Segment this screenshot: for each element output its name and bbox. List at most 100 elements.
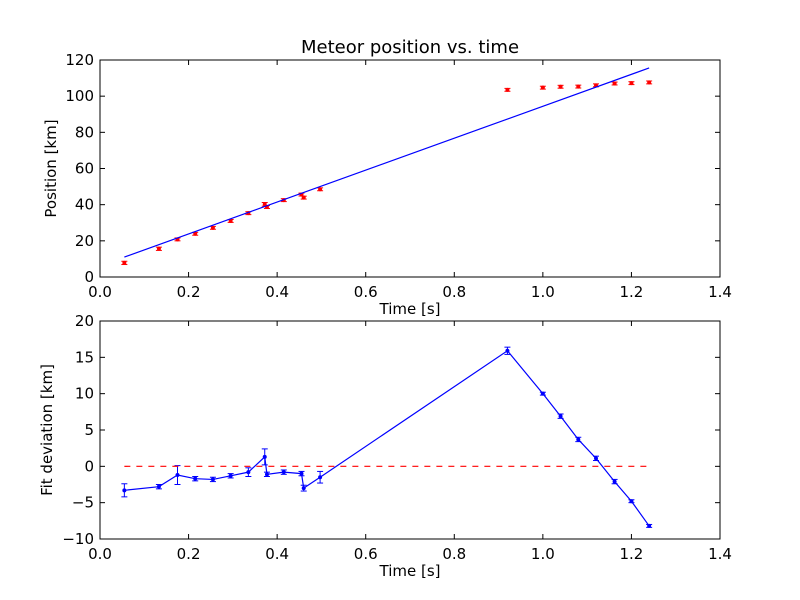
data-marker (228, 473, 233, 478)
y-tick-label: 100 (65, 87, 94, 105)
deviation-data-point (192, 476, 199, 482)
position-data-point (575, 84, 582, 89)
x-tick-label: 0.6 (354, 283, 378, 301)
data-marker (647, 523, 652, 528)
position-data-point (539, 85, 546, 90)
data-marker (612, 479, 617, 484)
x-tick-label: 0.4 (265, 283, 289, 301)
data-marker (629, 81, 634, 86)
deviation-data-point (557, 413, 564, 419)
position-data-point (300, 195, 307, 200)
y-tick-label: 20 (75, 232, 94, 250)
data-marker (246, 470, 251, 475)
x-tick-label: 0.2 (177, 545, 201, 563)
deviation-data-point (575, 436, 582, 443)
x-tick-label: 0.8 (442, 545, 466, 563)
y-tick-label: 0 (84, 268, 94, 286)
deviation-data-point (209, 476, 216, 483)
deviation-data-point (628, 499, 635, 504)
deviation-data-point (280, 469, 287, 475)
y-tick-label: 10 (75, 385, 94, 403)
deviation-data-point (539, 391, 546, 396)
data-marker (122, 488, 127, 493)
y-tick-label: −5 (72, 494, 94, 512)
position-x-axis-label: Time [s] (379, 300, 441, 318)
data-marker (156, 246, 161, 251)
y-tick-label: 5 (84, 421, 94, 439)
position-data-point (646, 80, 653, 85)
position-data-point (628, 81, 635, 86)
data-marker (540, 85, 545, 90)
deviation-data-point (593, 455, 599, 462)
data-marker (540, 391, 545, 396)
position-series-line (124, 67, 650, 258)
position-x-ticks: 0.0 0.2 0.4 0.6 0.8 1.0 1.2 1.4 (88, 60, 732, 301)
data-marker (262, 454, 267, 459)
y-tick-label: 40 (75, 196, 94, 214)
deviation-data-point (300, 484, 307, 492)
x-tick-label: 1.2 (619, 283, 643, 301)
data-marker (156, 484, 161, 489)
data-marker (576, 84, 581, 89)
data-marker (264, 472, 269, 477)
position-y-axis-label: Position [km] (42, 119, 60, 217)
data-marker (193, 476, 198, 481)
position-data-point (557, 84, 564, 89)
y-tick-label: 120 (65, 51, 94, 69)
x-tick-label: 0.6 (354, 545, 378, 563)
data-marker (318, 475, 323, 480)
deviation-plot-area (121, 346, 653, 528)
data-marker (576, 437, 581, 442)
data-marker (505, 348, 510, 353)
deviation-data-point (227, 473, 234, 479)
deviation-data-point (174, 465, 181, 485)
position-chart: Meteor position vs. time 0.0 0.2 0.4 0.6 0.8… (42, 37, 732, 318)
x-tick-label: 0.0 (88, 283, 112, 301)
x-tick-label: 0.4 (265, 545, 289, 563)
x-tick-label: 1.2 (619, 545, 643, 563)
deviation-data-point (504, 346, 511, 355)
y-tick-label: 80 (75, 123, 94, 141)
deviation-data-point (245, 467, 252, 478)
x-tick-label: 1.0 (531, 283, 555, 301)
x-tick-label: 1.0 (531, 545, 555, 563)
data-marker (210, 225, 215, 230)
position-data-point (155, 246, 162, 251)
data-marker (558, 84, 563, 89)
deviation-data-point (263, 471, 270, 478)
deviation-y-axis-label: Fit deviation [km] (38, 364, 56, 496)
data-marker (505, 87, 510, 92)
data-marker (301, 486, 306, 491)
deviation-chart: 0.0 0.2 0.4 0.6 0.8 1.0 1.2 1.4 −10 −5 0 5 10 15 20 T… (38, 312, 732, 580)
data-marker (175, 473, 180, 478)
x-tick-label: 1.4 (708, 545, 732, 563)
data-marker (647, 80, 652, 85)
y-tick-label: 0 (84, 457, 94, 475)
position-y-ticks: 0 20 40 60 80 100 120 (65, 51, 720, 286)
data-marker (281, 470, 286, 475)
deviation-data-point (317, 470, 324, 484)
deviation-x-axis-label: Time [s] (379, 562, 441, 580)
y-tick-label: 15 (75, 348, 94, 366)
y-tick-label: 20 (75, 312, 94, 330)
deviation-data-point (298, 470, 305, 477)
x-tick-label: 1.4 (708, 283, 732, 301)
deviation-data-point (155, 484, 162, 490)
position-plot-area (121, 67, 653, 266)
x-tick-label: 0.0 (88, 545, 112, 563)
deviation-x-ticks: 0.0 0.2 0.4 0.6 0.8 1.0 1.2 1.4 (88, 321, 732, 563)
position-chart-title: Meteor position vs. time (301, 37, 519, 58)
position-data-point (121, 260, 128, 266)
deviation-data-point (121, 483, 128, 498)
deviation-data-point (261, 448, 268, 466)
data-marker (228, 218, 233, 223)
position-data-point (192, 231, 199, 236)
x-tick-label: 0.8 (442, 283, 466, 301)
position-data-point (317, 187, 324, 192)
y-tick-label: −10 (62, 530, 94, 548)
deviation-y-ticks: −10 −5 0 5 10 15 20 (62, 312, 720, 548)
data-marker (301, 195, 306, 200)
data-marker (318, 187, 323, 192)
deviation-data-point (611, 478, 618, 485)
data-marker (558, 414, 563, 419)
